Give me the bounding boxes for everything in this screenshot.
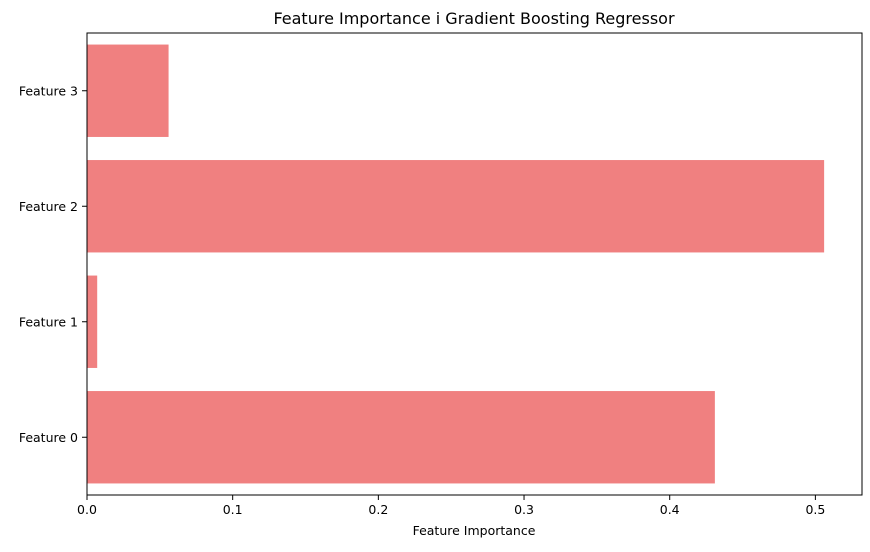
y-tick-label: Feature 1 bbox=[19, 314, 78, 329]
bar-feature-3 bbox=[87, 44, 169, 137]
plot-frame bbox=[86, 32, 863, 496]
x-tick-label: 0.5 bbox=[805, 502, 825, 517]
bar-feature-2 bbox=[87, 160, 825, 253]
x-tick-label: 0.4 bbox=[660, 502, 680, 517]
x-tick-label: 0.0 bbox=[77, 502, 97, 517]
x-tick-label: 0.1 bbox=[223, 502, 243, 517]
x-axis-label: Feature Importance bbox=[413, 523, 536, 538]
x-tick-label: 0.3 bbox=[514, 502, 534, 517]
bars-layer bbox=[87, 44, 825, 484]
x-tick-label: 0.2 bbox=[368, 502, 388, 517]
y-tick-label: Feature 3 bbox=[19, 83, 78, 98]
y-axis-ticks: Feature 0 Feature 1 Feature 2 Feature 3 bbox=[19, 83, 87, 445]
bar-feature-1 bbox=[87, 275, 98, 368]
bar-feature-0 bbox=[87, 391, 715, 484]
y-tick-label: Feature 2 bbox=[19, 199, 78, 214]
chart-title: Feature Importance i Gradient Boosting R… bbox=[273, 9, 675, 28]
x-axis-ticks: 0.0 0.1 0.2 0.3 0.4 0.5 bbox=[77, 495, 825, 517]
y-tick-label: Feature 0 bbox=[19, 430, 78, 445]
